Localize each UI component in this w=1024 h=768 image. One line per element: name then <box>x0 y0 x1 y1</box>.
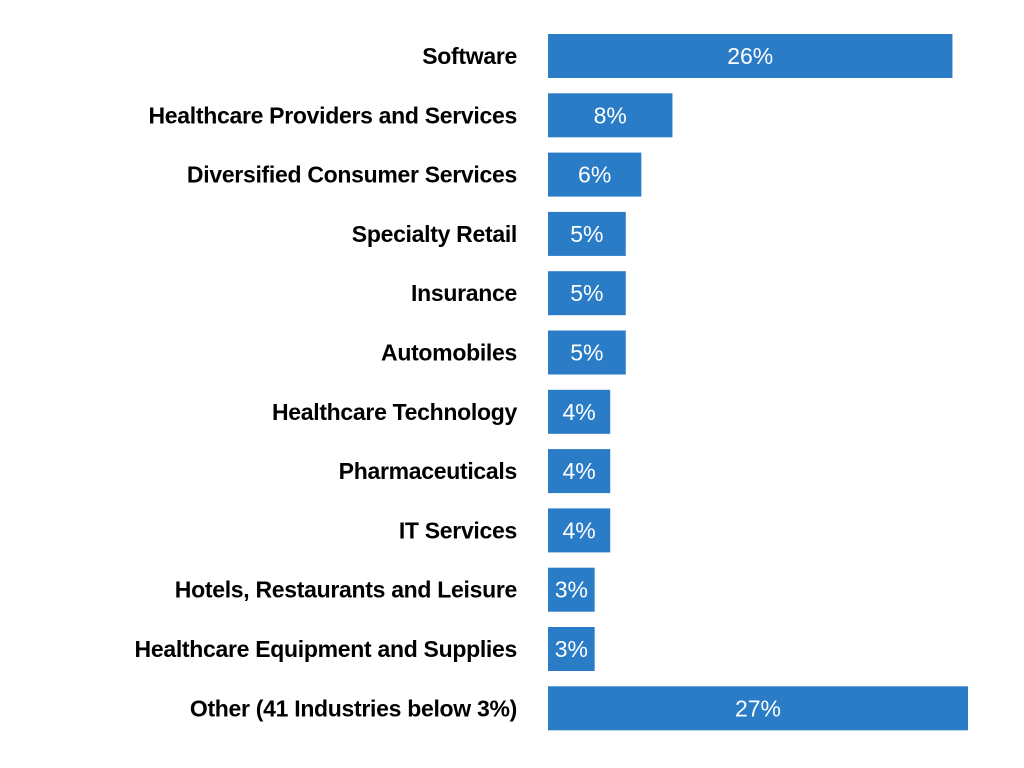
category-label: Healthcare Providers and Services <box>148 102 517 128</box>
data-label: 5% <box>570 280 603 306</box>
data-label: 3% <box>555 636 588 662</box>
category-labels-group: Software Healthcare Providers and Service… <box>135 43 518 721</box>
data-label: 3% <box>555 577 588 603</box>
category-label: Healthcare Equipment and Supplies <box>135 636 517 662</box>
value-labels-group: 26% 8% 6% 5% 5% 5% 4% 4% 4% 3% 3% 27% <box>555 43 781 721</box>
category-label: IT Services <box>399 517 517 543</box>
bar <box>548 271 626 316</box>
bar <box>548 93 673 138</box>
category-label: Pharmaceuticals <box>339 458 517 484</box>
bar <box>548 211 626 256</box>
category-label: Other (41 Industries below 3%) <box>190 695 517 721</box>
bar <box>548 508 611 553</box>
data-label: 27% <box>735 695 781 721</box>
data-label: 5% <box>570 221 603 247</box>
bar <box>548 686 968 731</box>
category-label: Specialty Retail <box>352 221 517 247</box>
bar <box>548 627 595 671</box>
data-label: 4% <box>562 458 595 484</box>
bar <box>548 567 595 612</box>
data-label: 4% <box>562 517 595 543</box>
data-label: 8% <box>594 102 627 128</box>
category-label: Automobiles <box>381 340 517 366</box>
bar <box>548 152 642 197</box>
bar <box>548 330 626 375</box>
category-label: Healthcare Technology <box>272 399 518 425</box>
data-label: 26% <box>727 43 773 69</box>
data-label: 4% <box>562 399 595 425</box>
category-label: Software <box>422 43 517 69</box>
category-label: Hotels, Restaurants and Leisure <box>175 577 517 603</box>
data-label: 6% <box>578 162 611 188</box>
bar <box>548 389 611 434</box>
bars-group <box>548 34 968 731</box>
bar <box>548 449 611 494</box>
category-label: Diversified Consumer Services <box>187 162 517 188</box>
category-label: Insurance <box>411 280 517 306</box>
bar <box>548 34 953 78</box>
data-label: 5% <box>570 340 603 366</box>
